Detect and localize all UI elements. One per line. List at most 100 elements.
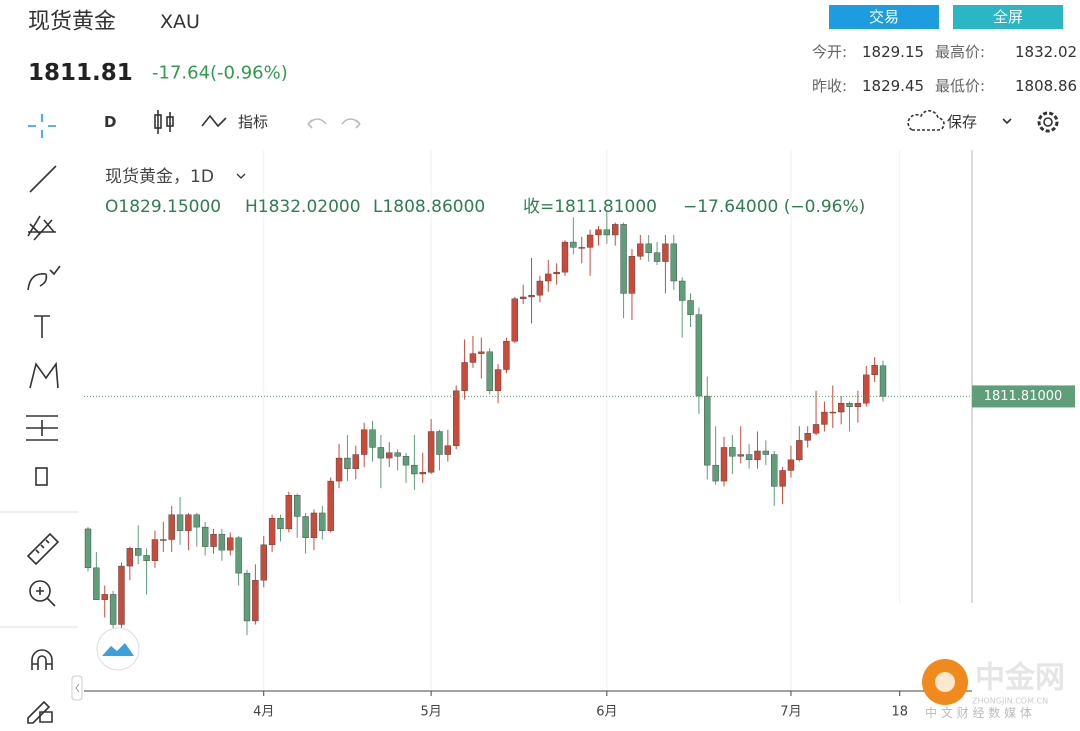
candle-body: [586, 234, 594, 248]
save-button[interactable]: 保存: [947, 113, 977, 131]
forecast-tool[interactable]: [26, 415, 58, 441]
candle-body: [612, 224, 619, 236]
x-tick-label: 4月: [253, 705, 274, 720]
crosshair-tool[interactable]: [28, 114, 56, 138]
candle-body: [84, 528, 92, 569]
stat-label: 今开:: [812, 43, 847, 61]
legend-close: 收=1811.81000: [523, 197, 657, 217]
candle-body: [444, 445, 452, 455]
x-tick-label: 18: [891, 705, 908, 720]
brush-tool[interactable]: [27, 265, 61, 291]
redo-icon[interactable]: [341, 118, 361, 129]
indicators-button[interactable]: 指标: [238, 113, 268, 131]
candle-body: [310, 512, 318, 538]
logo-badge[interactable]: [96, 627, 140, 671]
candle-body: [478, 351, 485, 354]
trade-button-label[interactable]: 交易: [869, 8, 899, 26]
candle-body: [620, 224, 627, 294]
price-change: -17.64(-0.96%): [152, 63, 288, 84]
candle-body: [879, 365, 887, 397]
watermark-domain: ZHONGJIN.COM.CN: [972, 697, 1048, 706]
fullscreen-button-label[interactable]: 全屏: [993, 8, 1023, 26]
candle-body: [762, 450, 770, 455]
candle-body: [494, 369, 502, 391]
candle-body: [377, 447, 385, 459]
candle-body: [218, 533, 226, 551]
candle-body: [704, 395, 711, 466]
undo-icon[interactable]: [307, 118, 327, 129]
candle-body: [796, 440, 803, 461]
legend-open: O1829.15000: [105, 197, 221, 217]
candle-body: [143, 555, 150, 561]
line-tool[interactable]: [29, 165, 57, 193]
candle-body: [335, 457, 343, 482]
ruler-tool[interactable]: [26, 532, 60, 566]
save-icon[interactable]: [907, 110, 945, 131]
candle-body: [519, 296, 527, 299]
candle-body: [854, 402, 862, 407]
stat-label: 昨收:: [812, 77, 847, 95]
candle-body: [394, 452, 401, 457]
indicator-icon[interactable]: [201, 114, 227, 128]
shape-tool[interactable]: [35, 467, 48, 486]
trade-button[interactable]: [829, 5, 939, 29]
candle-body: [863, 374, 870, 404]
candle-body: [118, 565, 125, 625]
candle-body: [545, 273, 552, 282]
x-tick-label: 6月: [596, 705, 617, 720]
candle-body: [628, 256, 636, 294]
candle-body: [411, 464, 418, 475]
candle-body: [553, 271, 560, 275]
candle-body: [729, 447, 736, 457]
candle-body: [503, 341, 510, 370]
interval-button[interactable]: D: [104, 113, 116, 131]
text-tool[interactable]: [34, 315, 50, 338]
candle-body: [126, 548, 134, 567]
candle-body: [210, 533, 217, 547]
candle-body: [235, 537, 242, 574]
candle-body: [712, 464, 719, 482]
watermark-brand: 中金网: [975, 661, 1065, 696]
candle-body: [645, 243, 652, 253]
legend-high: H1832.02000: [245, 197, 361, 217]
candle-body: [201, 526, 209, 547]
stat-label: 最高价:: [935, 43, 985, 61]
candle-body: [151, 539, 159, 561]
instrument-symbol: XAU: [160, 11, 200, 33]
lock-tool[interactable]: [27, 700, 53, 724]
candle-body: [277, 518, 284, 530]
pitchfork-tool[interactable]: [27, 215, 56, 241]
candle-body: [227, 537, 234, 551]
candle-body: [653, 252, 661, 262]
candle-body: [319, 512, 326, 531]
candle-body: [871, 365, 878, 376]
candle-body: [812, 424, 820, 434]
plot-area: [84, 150, 972, 696]
save-menu[interactable]: [1002, 118, 1012, 125]
candle-body: [695, 314, 703, 397]
instrument-name: 现货黄金: [28, 10, 116, 35]
last-price-label: 1811.81000: [984, 389, 1063, 404]
candle-body: [787, 459, 795, 471]
magnet-tool[interactable]: [31, 649, 53, 670]
candle-body: [771, 454, 778, 487]
candle-body: [687, 300, 694, 315]
fullscreen-button[interactable]: [953, 5, 1063, 29]
settings-icon[interactable]: [1037, 111, 1059, 133]
candle-body: [737, 454, 744, 457]
chart-style-icon[interactable]: [154, 110, 174, 134]
candle-body: [160, 539, 167, 541]
candle-body: [436, 431, 443, 455]
candle-body: [837, 402, 845, 413]
candle-body: [243, 572, 251, 622]
legend-menu[interactable]: [236, 173, 246, 179]
collapse-toolbar[interactable]: [71, 675, 83, 701]
pattern-tool[interactable]: [29, 361, 59, 389]
candle-body: [754, 450, 761, 461]
zoom-tool[interactable]: [29, 580, 51, 602]
stat-value: 1808.86: [1015, 77, 1077, 95]
candle-body: [570, 241, 577, 248]
candle-body: [670, 243, 677, 282]
candle-body: [637, 243, 644, 257]
